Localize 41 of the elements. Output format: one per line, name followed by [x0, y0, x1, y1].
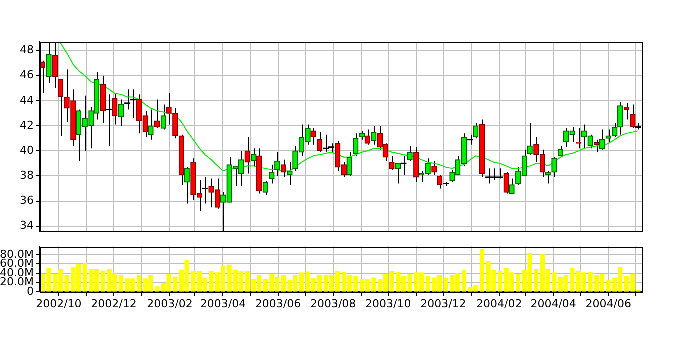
x-tick-label: 2004/04	[530, 297, 576, 310]
x-tick-label: 2003/02	[147, 297, 193, 310]
candlestick	[432, 160, 438, 176]
y-tick-label: 34	[20, 219, 34, 232]
y-tick-label: 38	[20, 169, 34, 182]
candlestick	[148, 109, 154, 140]
candlestick	[262, 180, 268, 196]
candlestick	[154, 99, 160, 130]
candlestick	[576, 128, 582, 150]
x-tick-label: 2002/12	[91, 297, 137, 310]
candlestick	[606, 129, 612, 143]
x-tick-label: 2003/08	[310, 297, 356, 310]
candlestick	[414, 146, 420, 183]
y-tick-label: 46	[20, 68, 34, 82]
x-tick-label: 2003/10	[366, 297, 412, 310]
y-tick-label: 48	[20, 44, 34, 57]
y-tick-label: 40	[20, 144, 34, 157]
candlestick	[172, 108, 178, 140]
candlestick	[371, 126, 377, 146]
x-tick-label: 2003/12	[420, 297, 466, 310]
candlestick	[364, 129, 370, 146]
candlestick	[599, 129, 606, 150]
x-tick-label: 2003/04	[200, 297, 246, 310]
candlestick	[407, 146, 413, 162]
y-tick-label: 36	[20, 194, 34, 208]
x-tick-label: 2002/10	[36, 297, 82, 310]
candlestick	[244, 136, 250, 174]
y-tick-label: 0	[27, 284, 34, 298]
candlestick	[310, 128, 316, 146]
candlestick	[280, 159, 287, 178]
candlestick	[389, 156, 395, 170]
y-tick-label: 42	[20, 118, 34, 132]
candlestick	[353, 133, 359, 157]
candlestick	[527, 123, 533, 156]
candlestick	[251, 148, 257, 167]
x-tick-label: 2004/06	[586, 297, 632, 310]
candlestick	[118, 99, 124, 127]
y-tick-label: 44	[20, 94, 34, 107]
candlestick	[160, 104, 166, 130]
x-tick-label: 2004/02	[476, 297, 522, 310]
x-tick-label: 2003/06	[255, 297, 302, 310]
